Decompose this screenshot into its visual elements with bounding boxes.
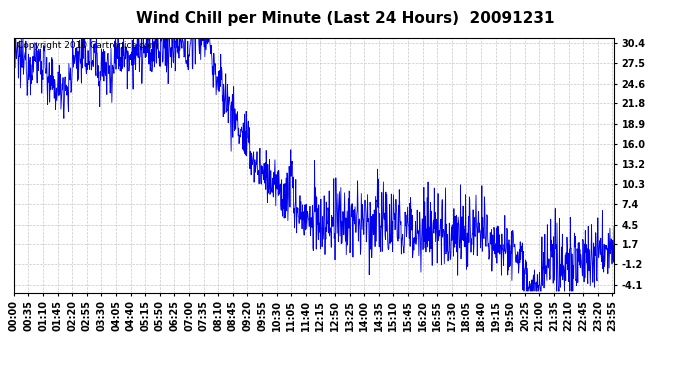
Text: Copyright 2010 Cartronics.com: Copyright 2010 Cartronics.com xyxy=(17,41,158,50)
Text: Wind Chill per Minute (Last 24 Hours)  20091231: Wind Chill per Minute (Last 24 Hours) 20… xyxy=(136,11,554,26)
